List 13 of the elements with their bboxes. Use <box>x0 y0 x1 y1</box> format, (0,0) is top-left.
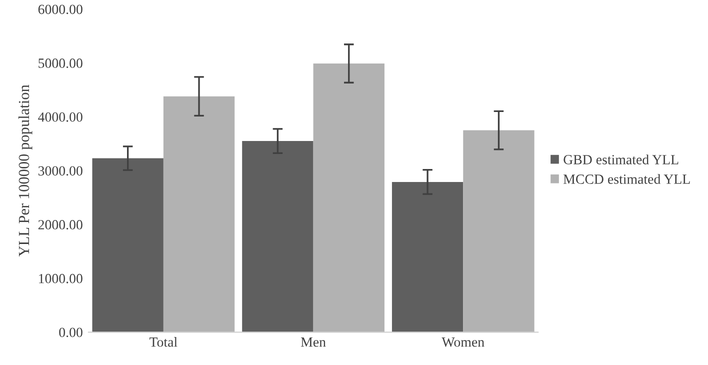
y-tick-label: 6000.00 <box>38 4 82 14</box>
x-tick-label: Women <box>442 338 484 347</box>
x-tick-label: Total <box>150 337 178 347</box>
y-tick-label: 0.00 <box>59 328 82 338</box>
y-tick-label: 4000.00 <box>38 112 82 122</box>
y-axis-title: YLL Per 100000 population <box>18 84 32 257</box>
x-tick-label: Men <box>300 338 326 347</box>
y-tick-label: 3000.00 <box>38 166 82 176</box>
legend-label: GBD estimated YLL <box>564 154 678 164</box>
y-tick-label: 1000.00 <box>39 274 82 284</box>
y-tick-label: 5000.00 <box>38 58 82 68</box>
y-tick-label: 2000.00 <box>38 220 82 230</box>
legend-label: MCCD estimated YLL <box>563 174 690 184</box>
